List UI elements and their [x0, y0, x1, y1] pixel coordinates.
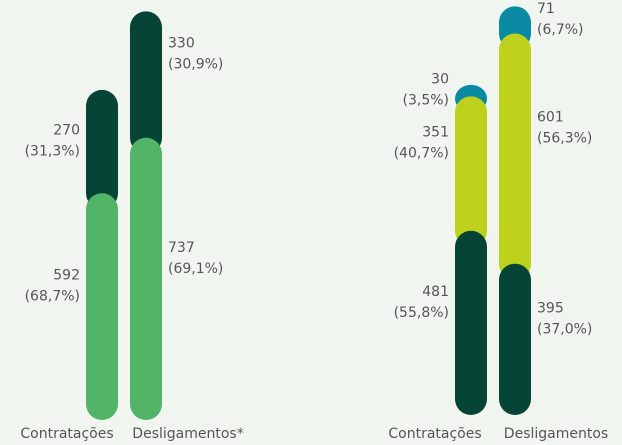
bar-segment [130, 11, 162, 154]
category-label: Contratações [20, 426, 113, 442]
share-label: (55,8%) [394, 305, 449, 321]
stacked-bar [499, 6, 531, 415]
bar-segment [455, 230, 487, 415]
value-label: 330 [168, 36, 195, 52]
value-label: 30 [431, 72, 449, 88]
stacked-bar [455, 84, 487, 415]
bar-segment [499, 263, 531, 415]
category-label: Desligamentos [504, 426, 608, 442]
share-label: (37,0%) [537, 321, 592, 337]
value-label: 737 [168, 240, 195, 256]
value-label: 71 [537, 1, 555, 17]
share-label: (6,7%) [537, 22, 584, 38]
bar-segment [130, 137, 162, 420]
share-label: (30,9%) [168, 57, 223, 73]
share-label: (69,1%) [168, 261, 223, 277]
share-label: (56,3%) [537, 131, 592, 147]
bar-segment [499, 33, 531, 280]
category-label: Contratações [388, 426, 481, 442]
stacked-bar [86, 89, 118, 420]
value-label: 592 [53, 268, 80, 284]
value-label: 270 [53, 123, 80, 139]
share-label: (40,7%) [394, 146, 449, 162]
value-label: 481 [422, 284, 449, 300]
value-label: 351 [422, 125, 449, 141]
share-label: (31,3%) [25, 144, 80, 160]
stacked-bar [130, 11, 162, 420]
share-label: (3,5%) [403, 93, 450, 109]
value-label: 395 [537, 300, 564, 316]
share-label: (68,7%) [25, 289, 80, 305]
bar-segment [86, 193, 118, 420]
bar-segment [455, 96, 487, 247]
bar-segment [86, 89, 118, 210]
category-label: Desligamentos* [132, 426, 243, 442]
value-label: 601 [537, 110, 564, 126]
